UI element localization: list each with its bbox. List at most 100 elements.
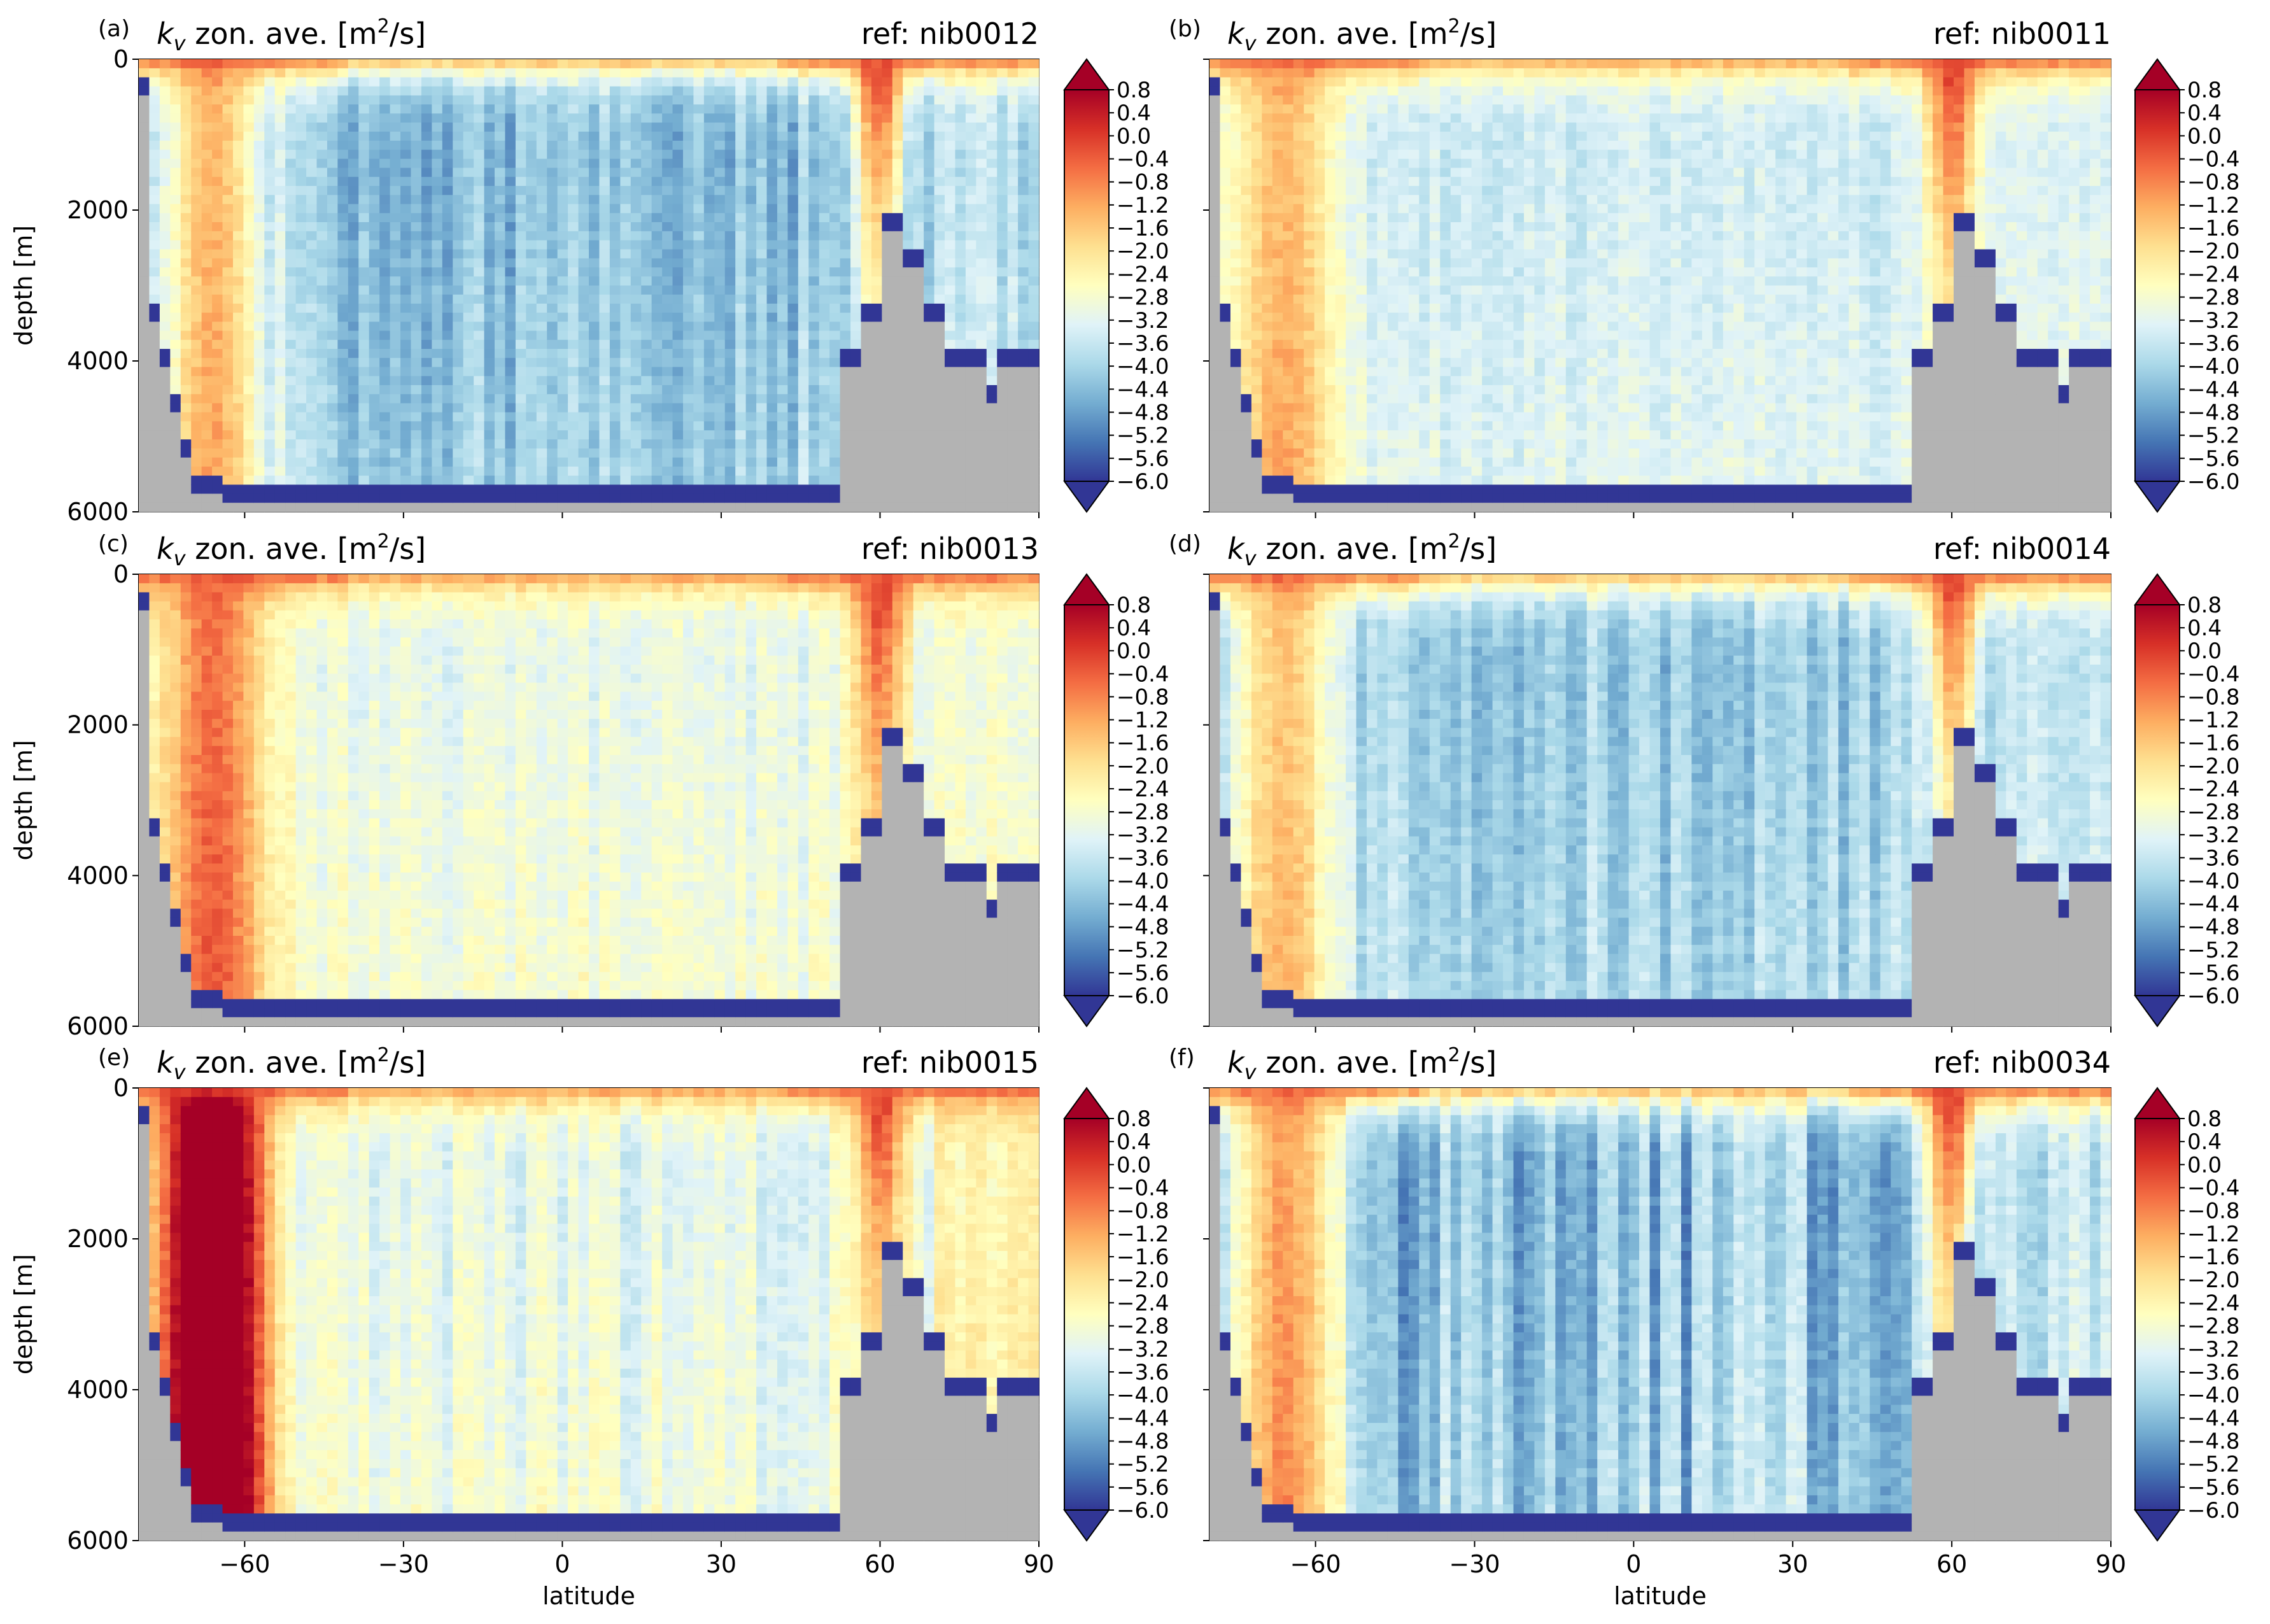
heatmap-cell [589,168,600,178]
heatmap-cell [317,439,328,449]
heatmap-cell [547,331,558,341]
heatmap-cell [767,141,778,150]
heatmap-cell [432,195,442,204]
heatmap-cell [275,421,286,431]
heatmap-cell [537,150,547,159]
heatmap-cell [777,213,788,223]
heatmap-cell [348,476,359,485]
heatmap-cell [547,77,558,87]
heatmap-cell [767,331,778,341]
heatmap-cell [337,503,348,512]
heatmap-cell [432,403,442,413]
heatmap-cell [495,250,505,259]
heatmap-cell [474,313,484,322]
heatmap-cell [442,104,453,114]
heatmap-cell [610,267,621,277]
heatmap-cell [579,331,589,341]
heatmap-cell [306,484,317,494]
heatmap-cell [139,231,150,241]
heatmap-cell [254,503,265,512]
heatmap-cell [254,286,265,295]
heatmap-cell [735,113,746,123]
heatmap-cell [202,321,213,331]
heatmap-cell [693,430,704,440]
heatmap-cell [652,403,663,413]
heatmap-cell [411,141,421,150]
heatmap-cell [442,321,453,331]
heatmap-cell [317,204,328,214]
heatmap-cell [558,213,568,223]
heatmap-cell [275,59,286,69]
heatmap-cell [442,77,453,87]
heatmap-cell [620,358,631,367]
heatmap-cell [411,258,421,268]
heatmap-cell [432,231,442,241]
heatmap-cell [463,231,474,241]
heatmap-cell [421,385,432,395]
heatmap-cell [453,240,463,250]
heatmap-cell [170,231,181,241]
heatmap-cell [306,276,317,286]
heatmap-cell [337,385,348,395]
heatmap-cell [223,295,234,304]
heatmap-cell [390,403,401,413]
heatmap-cell [181,177,192,187]
heatmap-cell [202,231,213,241]
heatmap-cell [767,168,778,178]
heatmap-cell [202,403,213,413]
heatmap-cell [631,458,642,467]
heatmap-cell [787,68,798,78]
heatmap-cell [181,367,192,376]
heatmap-cell [223,349,234,358]
heatmap-cell [746,313,757,322]
heatmap-cell [589,331,600,341]
heatmap-cell [390,267,401,277]
heatmap-cell [495,313,505,322]
heatmap-cell [610,349,621,358]
heatmap-cell [599,295,610,304]
heatmap-cell [369,59,380,69]
heatmap-cell [139,331,150,341]
heatmap-cell [558,77,568,87]
heatmap-cell [777,222,788,232]
heatmap-cell [484,104,495,114]
heatmap-cell [631,267,642,277]
heatmap-cell [306,467,317,476]
heatmap-cell [516,240,526,250]
heatmap-cell [714,376,725,386]
heatmap-cell [599,476,610,485]
heatmap-cell [746,186,757,195]
heatmap-cell [579,168,589,178]
heatmap-cell [683,494,694,504]
heatmap-cell [474,95,484,105]
heatmap-cell [777,448,788,458]
heatmap-cell [526,186,537,195]
heatmap-cell [337,159,348,168]
heatmap-cell [285,68,296,78]
heatmap-cell [787,132,798,141]
heatmap-cell [264,87,275,96]
heatmap-cell [558,421,568,431]
heatmap-cell [442,503,453,512]
heatmap-cell [693,213,704,223]
heatmap-cell [683,186,694,195]
heatmap-cell [704,250,715,259]
heatmap-cell [641,267,652,277]
heatmap-cell [296,304,307,313]
heatmap-cell [662,476,673,485]
heatmap-cell [537,177,547,187]
heatmap-cell [537,87,547,96]
heatmap-cell [599,123,610,132]
heatmap-cell [254,195,265,204]
heatmap-cell [317,295,328,304]
heatmap-cell [526,95,537,105]
heatmap-cell [474,458,484,467]
heatmap-cell [181,421,192,431]
heatmap-cell [505,204,516,214]
heatmap-cell [233,141,244,150]
heatmap-cell [673,177,684,187]
heatmap-cell [714,59,725,69]
heatmap-cell [254,421,265,431]
heatmap-cell [223,494,234,504]
heatmap-cell [673,421,684,431]
